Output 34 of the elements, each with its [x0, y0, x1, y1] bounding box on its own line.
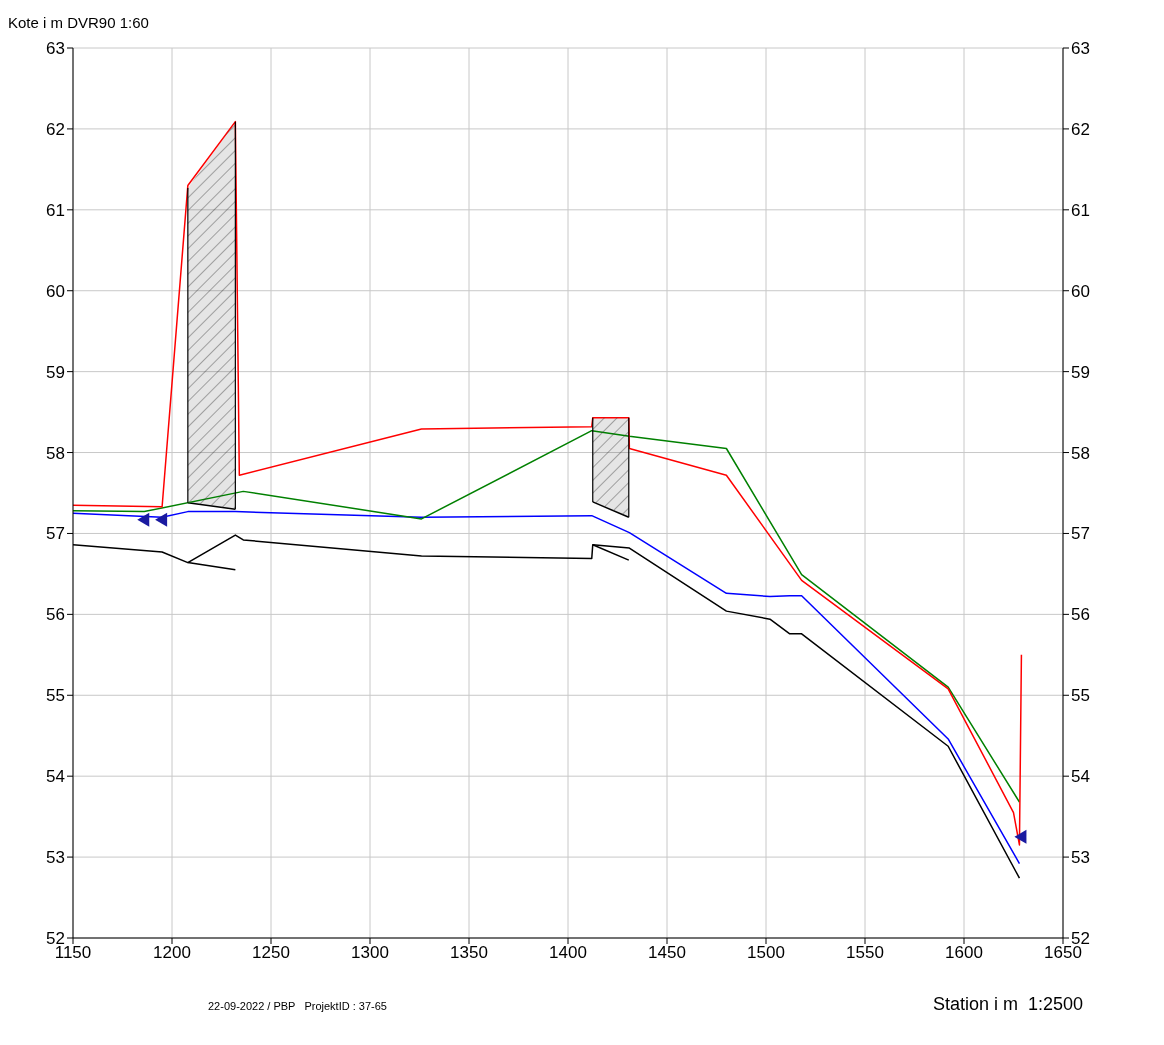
- y2-tick-label: 62: [1071, 119, 1090, 139]
- x-tick-label: 1350: [450, 943, 488, 963]
- x-tick-label: 1300: [351, 943, 389, 963]
- y2-tick-label: 59: [1071, 362, 1090, 382]
- x-tick-label: 1250: [252, 943, 290, 963]
- y-axis-title: Kote i m DVR90 1:60: [8, 14, 149, 31]
- y2-tick-label: 53: [1071, 848, 1090, 868]
- x-tick-label: 1450: [648, 943, 686, 963]
- y-tick-label: 57: [46, 524, 65, 544]
- y-tick-label: 53: [46, 848, 65, 868]
- y-tick-label: 63: [46, 39, 65, 59]
- y2-tick-label: 60: [1071, 281, 1090, 301]
- y2-tick-label: 61: [1071, 200, 1090, 220]
- x-tick-label: 1200: [153, 943, 191, 963]
- y-tick-label: 56: [46, 605, 65, 625]
- x-tick-label: 1500: [747, 943, 785, 963]
- y2-tick-label: 55: [1071, 686, 1090, 706]
- y2-tick-label: 57: [1071, 524, 1090, 544]
- y2-tick-label: 58: [1071, 443, 1090, 463]
- y-tick-label: 58: [46, 443, 65, 463]
- x-tick-label: 1600: [945, 943, 983, 963]
- x-tick-label: 1400: [549, 943, 587, 963]
- y-tick-label: 60: [46, 281, 65, 301]
- y-tick-label: 59: [46, 362, 65, 382]
- y-tick-label: 54: [46, 767, 65, 787]
- text: 22-09-2022 / PBP ProjektID : 37-65: [208, 1000, 387, 1012]
- y2-tick-label: 56: [1071, 605, 1090, 625]
- x-tick-label: 1550: [846, 943, 884, 963]
- y-tick-label: 62: [46, 119, 65, 139]
- y-tick-label: 61: [46, 200, 65, 220]
- y2-tick-label: 54: [1071, 767, 1090, 787]
- y-tick-label: 55: [46, 686, 65, 706]
- x-axis-title: Station i m 1:2500: [932, 994, 1083, 1015]
- y2-tick-label: 63: [1071, 39, 1090, 59]
